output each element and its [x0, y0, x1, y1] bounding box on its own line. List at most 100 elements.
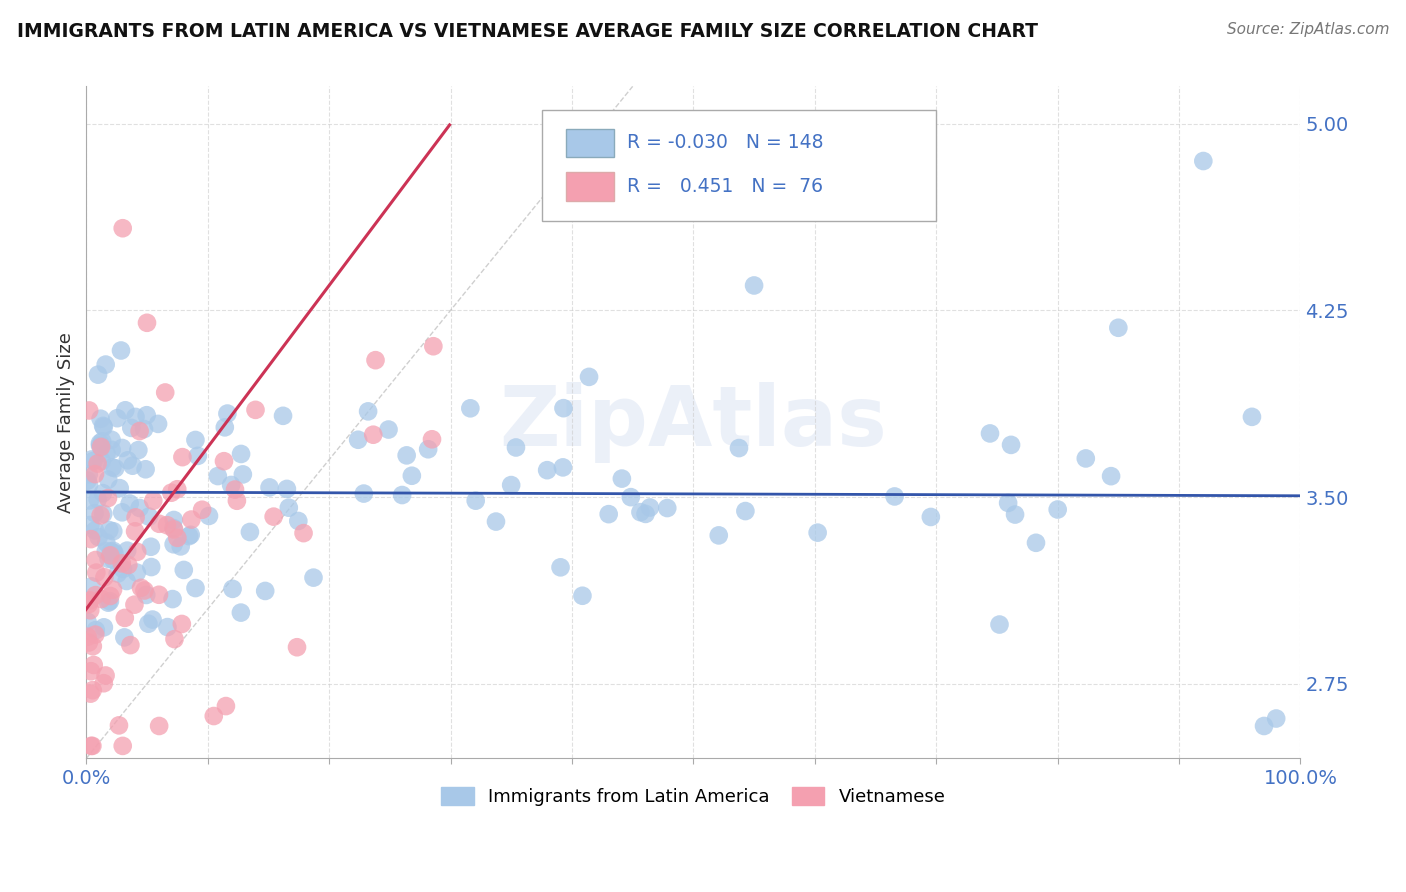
Point	[173, 563, 195, 577]
Point	[166, 531, 188, 545]
Point	[630, 505, 652, 519]
Point	[225, 493, 247, 508]
Text: Source: ZipAtlas.com: Source: ZipAtlas.com	[1226, 22, 1389, 37]
Point	[83, 454, 105, 468]
Point	[707, 528, 730, 542]
Point	[224, 483, 246, 497]
Point	[501, 478, 523, 492]
Point	[125, 566, 148, 580]
Point	[77, 635, 100, 649]
Point	[84, 588, 107, 602]
Point	[638, 500, 661, 515]
Point	[120, 421, 142, 435]
FancyBboxPatch shape	[541, 110, 936, 220]
Y-axis label: Average Family Size: Average Family Size	[58, 332, 75, 513]
Point	[217, 407, 239, 421]
Point	[77, 597, 100, 611]
Point	[87, 530, 110, 544]
Point	[79, 687, 101, 701]
Point	[86, 457, 108, 471]
Point	[84, 467, 107, 482]
Point	[180, 528, 202, 542]
Point	[111, 505, 134, 519]
Point	[155, 385, 177, 400]
Bar	[565, 128, 614, 157]
Point	[920, 510, 942, 524]
Point	[128, 424, 150, 438]
Point	[90, 592, 112, 607]
Point	[89, 436, 111, 450]
Point	[418, 442, 440, 457]
Point	[83, 657, 105, 672]
Point	[82, 639, 104, 653]
Point	[353, 486, 375, 500]
Point	[657, 501, 679, 516]
Point	[100, 544, 122, 558]
Point	[117, 453, 139, 467]
Point	[83, 506, 105, 520]
Point	[77, 478, 100, 492]
Point	[142, 613, 165, 627]
Point	[105, 411, 128, 425]
Point	[271, 409, 294, 423]
Point	[285, 640, 308, 655]
Point	[135, 408, 157, 422]
Point	[115, 543, 138, 558]
Point	[84, 627, 107, 641]
Point	[245, 402, 267, 417]
Point	[84, 623, 107, 637]
Point	[82, 739, 104, 753]
Point	[357, 404, 380, 418]
Point	[1099, 469, 1122, 483]
Point	[93, 620, 115, 634]
Point	[287, 514, 309, 528]
Point	[734, 504, 756, 518]
Point	[988, 617, 1011, 632]
Point	[94, 358, 117, 372]
Point	[259, 480, 281, 494]
Point	[97, 596, 120, 610]
Point	[89, 438, 111, 452]
Point	[98, 549, 121, 563]
Point	[80, 532, 103, 546]
Point	[91, 418, 114, 433]
Point	[215, 699, 238, 714]
Point	[118, 496, 141, 510]
Point	[212, 454, 235, 468]
Point	[76, 630, 98, 644]
Point	[84, 524, 107, 538]
Point	[160, 485, 183, 500]
Point	[79, 593, 101, 607]
Point	[107, 566, 129, 581]
Point	[93, 420, 115, 434]
Point	[198, 508, 221, 523]
Point	[117, 558, 139, 572]
Point	[276, 482, 298, 496]
Point	[76, 474, 98, 488]
Point	[86, 492, 108, 507]
Point	[1253, 719, 1275, 733]
Point	[124, 409, 146, 424]
Point	[142, 493, 165, 508]
Point	[138, 616, 160, 631]
Point	[101, 582, 124, 597]
Point	[214, 420, 236, 434]
Point	[91, 486, 114, 500]
Text: R = -0.030   N = 148: R = -0.030 N = 148	[627, 133, 823, 152]
Point	[229, 606, 252, 620]
Point	[742, 278, 765, 293]
Point	[239, 524, 262, 539]
Point	[84, 566, 107, 580]
Point	[120, 638, 142, 652]
Point	[263, 509, 285, 524]
Point	[79, 603, 101, 617]
Point	[728, 441, 751, 455]
Point	[551, 460, 574, 475]
Point	[103, 553, 125, 567]
Point	[103, 544, 125, 558]
Point	[115, 574, 138, 588]
Point	[148, 588, 170, 602]
Point	[553, 401, 575, 416]
Point	[96, 535, 118, 549]
Point	[162, 592, 184, 607]
